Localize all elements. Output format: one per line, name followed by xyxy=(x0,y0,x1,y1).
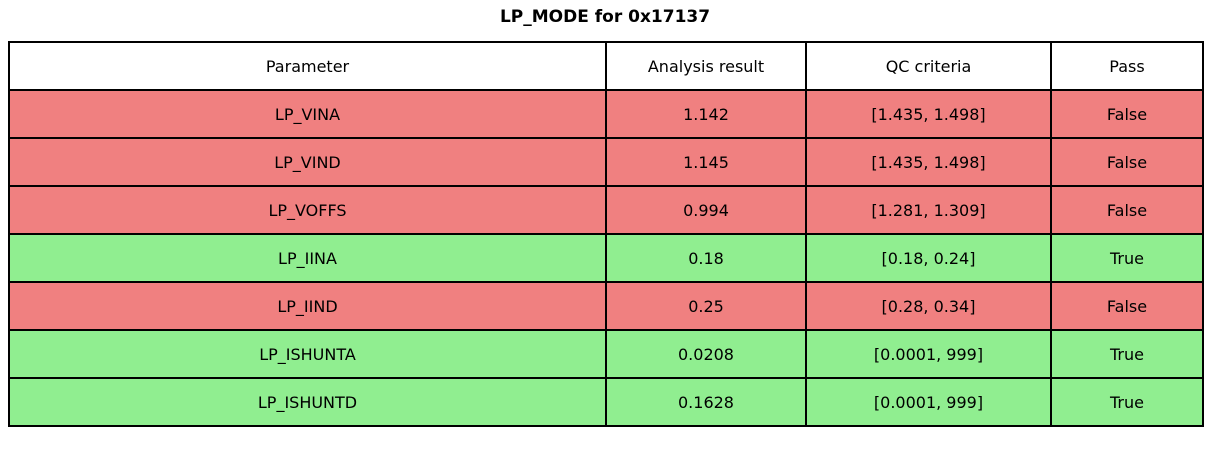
table-row: LP_IIND 0.25 [0.28, 0.34] False xyxy=(8,281,1204,331)
table-body: LP_VINA 1.142 [1.435, 1.498] False LP_VIND 1.… xyxy=(8,89,1204,427)
table-row: LP_VINA 1.142 [1.435, 1.498] False xyxy=(8,89,1204,139)
header-analysis-result: Analysis result xyxy=(605,41,807,91)
header-row: Parameter Analysis result QC criteria Pa… xyxy=(8,41,1204,91)
pass-cell: False xyxy=(1050,89,1204,139)
header-parameter: Parameter xyxy=(8,41,607,91)
analysis-result-cell: 0.25 xyxy=(605,281,807,331)
page-title: LP_MODE for 0x17137 xyxy=(499,7,711,27)
qc-criteria-cell: [1.435, 1.498] xyxy=(805,137,1052,187)
qc-criteria-cell: [0.0001, 999] xyxy=(805,329,1052,379)
parameter-cell: LP_ISHUNTA xyxy=(8,329,607,379)
analysis-result-cell: 0.0208 xyxy=(605,329,807,379)
parameter-cell: LP_VINA xyxy=(8,89,607,139)
pass-cell: False xyxy=(1050,185,1204,235)
pass-cell: True xyxy=(1050,233,1204,283)
analysis-result-cell: 0.994 xyxy=(605,185,807,235)
table-row: LP_ISHUNTA 0.0208 [0.0001, 999] True xyxy=(8,329,1204,379)
table-row: LP_ISHUNTD 0.1628 [0.0001, 999] True xyxy=(8,377,1204,427)
parameter-cell: LP_ISHUNTD xyxy=(8,377,607,427)
parameter-cell: LP_VIND xyxy=(8,137,607,187)
pass-cell: False xyxy=(1050,137,1204,187)
qc-criteria-cell: [1.281, 1.309] xyxy=(805,185,1052,235)
pass-cell: False xyxy=(1050,281,1204,331)
parameter-cell: LP_IINA xyxy=(8,233,607,283)
analysis-result-cell: 1.145 xyxy=(605,137,807,187)
qc-criteria-cell: [1.435, 1.498] xyxy=(805,89,1052,139)
header-pass: Pass xyxy=(1050,41,1204,91)
qc-criteria-cell: [0.18, 0.24] xyxy=(805,233,1052,283)
qc-results-table: Parameter Analysis result QC criteria Pa… xyxy=(8,41,1204,427)
parameter-cell: LP_IIND xyxy=(8,281,607,331)
analysis-result-cell: 0.1628 xyxy=(605,377,807,427)
analysis-result-cell: 1.142 xyxy=(605,89,807,139)
analysis-result-cell: 0.18 xyxy=(605,233,807,283)
table-row: LP_VIND 1.145 [1.435, 1.498] False xyxy=(8,137,1204,187)
table-header: Parameter Analysis result QC criteria Pa… xyxy=(8,41,1204,91)
table-row: LP_VOFFS 0.994 [1.281, 1.309] False xyxy=(8,185,1204,235)
qc-criteria-cell: [0.0001, 999] xyxy=(805,377,1052,427)
pass-cell: True xyxy=(1050,329,1204,379)
qc-criteria-cell: [0.28, 0.34] xyxy=(805,281,1052,331)
parameter-cell: LP_VOFFS xyxy=(8,185,607,235)
pass-cell: True xyxy=(1050,377,1204,427)
table-row: LP_IINA 0.18 [0.18, 0.24] True xyxy=(8,233,1204,283)
header-qc-criteria: QC criteria xyxy=(805,41,1052,91)
